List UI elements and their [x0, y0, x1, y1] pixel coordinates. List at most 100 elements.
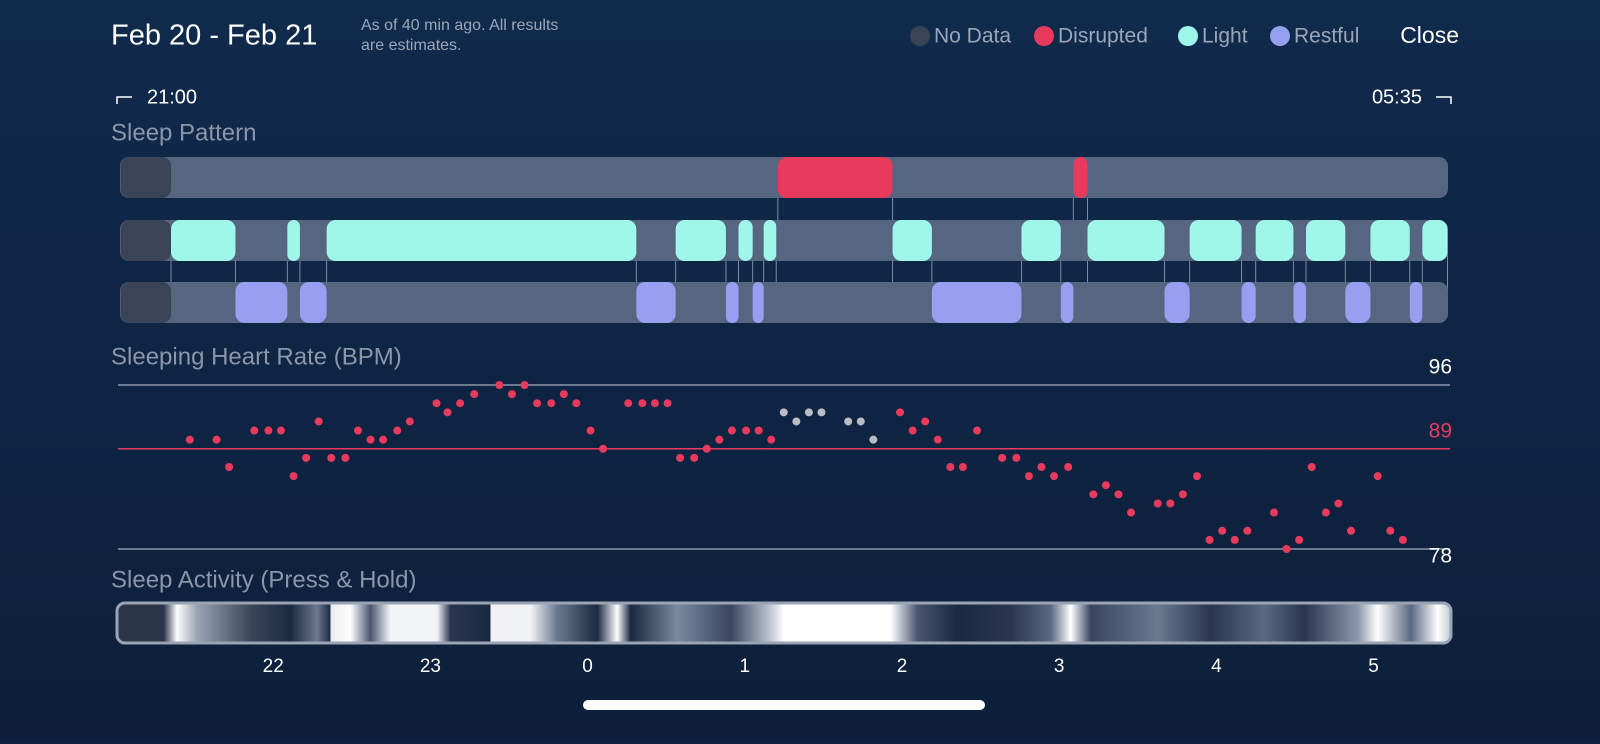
restful-segment: [636, 282, 676, 323]
heart-rate-point: [586, 426, 595, 435]
heart-rate-point: [507, 390, 516, 399]
heart-rate-point: [212, 435, 221, 444]
x-tick-label: 5: [1368, 656, 1379, 677]
end-time: 05:35: [1372, 86, 1422, 108]
close-button[interactable]: Close: [1400, 22, 1459, 48]
light-segment: [1021, 220, 1061, 261]
light-segment: [171, 220, 236, 261]
track: [120, 282, 1448, 323]
heart-rate-point: [1270, 508, 1279, 517]
legend-swatch: [1270, 26, 1290, 46]
heart-rate-point: [379, 435, 388, 444]
heart-rate-point: [958, 463, 967, 471]
heart-rate-point: [1373, 472, 1382, 481]
section-title: Sleep Activity (Press & Hold): [111, 566, 416, 593]
bracket: [1436, 96, 1452, 104]
heart-rate-point: [1153, 499, 1162, 508]
heart-rate-point: [1307, 463, 1316, 471]
legend-swatch: [1178, 26, 1198, 46]
heart-rate-point: [366, 435, 375, 444]
heart-rate-point: [533, 399, 542, 408]
legend-label: No Data: [934, 25, 1011, 48]
heart-rate-point: [1321, 508, 1330, 517]
heart-rate-point: [804, 408, 813, 417]
light-segment: [763, 220, 777, 261]
bracket: [116, 96, 132, 104]
restful-segment: [1293, 282, 1307, 323]
heart-rate-point: [341, 453, 350, 462]
heart-rate-point: [225, 463, 234, 471]
restful-segment: [752, 282, 764, 323]
heart-rate-point: [314, 417, 323, 426]
restful-segment: [1241, 282, 1256, 323]
heart-rate-point: [185, 435, 194, 444]
light-segment: [326, 220, 637, 261]
light-segment: [1189, 220, 1242, 261]
heart-rate-point: [650, 399, 659, 408]
title: Feb 20 - Feb 21: [111, 20, 317, 52]
heart-rate-point: [1282, 545, 1291, 553]
heart-rate-point: [663, 399, 672, 408]
restful-segment: [931, 282, 1022, 323]
restful-segment: [725, 282, 739, 323]
heart-rate-point: [690, 453, 699, 462]
heart-rate-point: [742, 426, 751, 435]
heart-rate-point: [998, 453, 1007, 462]
heart-rate-point: [289, 472, 298, 481]
heart-rate-point: [727, 426, 736, 435]
x-tick-label: 1: [740, 656, 751, 677]
light-segment: [1422, 220, 1448, 261]
heart-rate-point: [1205, 535, 1214, 544]
restful-segment: [1060, 282, 1074, 323]
light-segment: [738, 220, 753, 261]
heart-rate-point: [1193, 472, 1202, 481]
legend-label: Restful: [1294, 25, 1359, 48]
heart-rate-point: [1386, 526, 1395, 535]
no-data: [120, 157, 172, 198]
heart-rate-point: [405, 417, 414, 426]
x-tick-label: 22: [263, 656, 284, 677]
legend-label: Light: [1202, 25, 1248, 48]
heart-rate-point: [250, 426, 259, 435]
heart-rate-point: [1037, 463, 1046, 471]
heart-rate-point: [443, 408, 452, 417]
heart-rate-point: [779, 408, 788, 417]
heart-rate-point: [767, 435, 776, 444]
x-tick-label: 3: [1054, 656, 1065, 677]
heart-rate-point: [946, 463, 955, 471]
disrupted-segment: [777, 157, 893, 198]
heart-rate-point: [599, 444, 608, 453]
note: are estimates.: [361, 37, 461, 54]
heart-rate-point: [327, 453, 336, 462]
home-indicator: [583, 700, 985, 710]
heart-rate-point: [1218, 526, 1227, 535]
light-segment: [287, 220, 300, 261]
heart-rate-chart: 78 96 89: [118, 356, 1452, 568]
heart-rate-point: [547, 399, 556, 408]
heart-rate-point: [393, 426, 402, 435]
restful-segment: [1345, 282, 1371, 323]
heart-rate-point: [1050, 472, 1059, 481]
activity-bar[interactable]: [115, 601, 1453, 645]
no-data: [120, 282, 172, 323]
heart-rate-point: [702, 444, 711, 453]
activity-axis: 22 23 0 1 2 3 4 5: [263, 656, 1379, 677]
heart-rate-point: [1101, 481, 1110, 490]
light-segment: [675, 220, 726, 261]
heart-rate-point: [856, 417, 865, 426]
heart-rate-point: [1334, 499, 1343, 508]
reference-label: 89: [1429, 419, 1452, 442]
heart-rate-point: [715, 435, 724, 444]
light-segment: [892, 220, 932, 261]
y-tick-label: 96: [1429, 356, 1452, 379]
restful-segment: [1164, 282, 1190, 323]
heart-rate-point: [869, 435, 878, 444]
heart-rate-point: [973, 426, 982, 435]
heart-rate-point: [470, 390, 479, 399]
heart-rate-point: [432, 399, 441, 408]
sleep-pattern: [120, 157, 1448, 323]
heart-rate-point: [896, 408, 905, 417]
heart-rate-point: [353, 426, 362, 435]
